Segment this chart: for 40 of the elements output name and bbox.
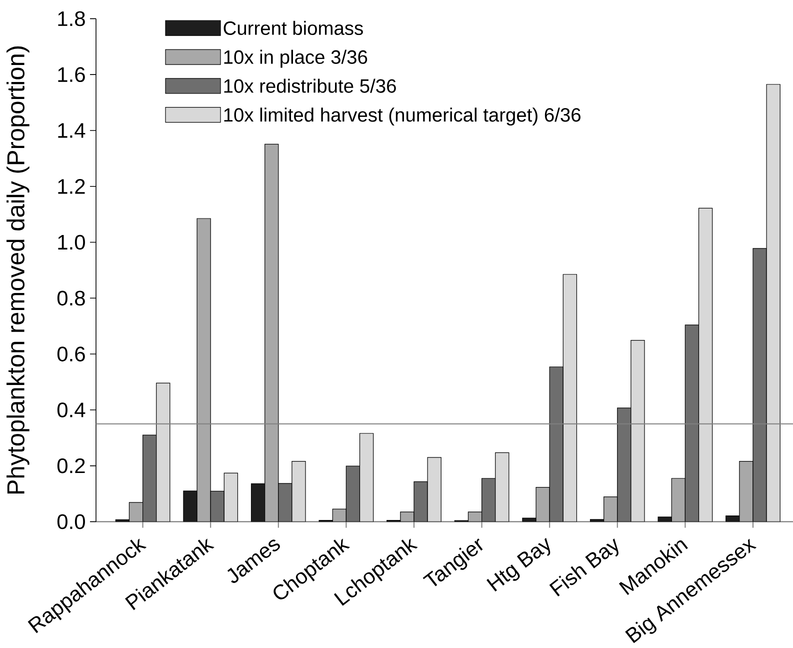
- bar: [766, 84, 780, 522]
- legend-label: 10x in place 3/36: [224, 50, 368, 68]
- bar: [562, 274, 578, 522]
- bar: [359, 433, 374, 522]
- bar: [726, 516, 740, 522]
- bar: [210, 490, 224, 522]
- bar: [292, 461, 306, 522]
- bar: [224, 472, 238, 522]
- bar: [142, 434, 157, 522]
- bar: [481, 478, 496, 522]
- bar: [427, 457, 442, 522]
- bar: [630, 340, 645, 522]
- y-tick-label: 1.6: [58, 67, 85, 82]
- bar: [549, 366, 564, 522]
- y-tick-label: 1.8: [58, 11, 85, 26]
- y-tick-label: 0.4: [57, 402, 86, 418]
- legend-label: Current biomass: [224, 20, 363, 35]
- y-tick-label: 1.0: [58, 234, 85, 250]
- bar: [278, 483, 292, 522]
- x-tick-label: Htg Bay: [486, 538, 550, 592]
- bar: [156, 382, 170, 522]
- bar: [414, 481, 428, 522]
- bar: [495, 452, 510, 522]
- y-axis-title: Phytoplankton removed daily (Proportion): [6, 46, 30, 494]
- y-tick-label: 0.2: [57, 458, 85, 474]
- y-tick-label: 0.8: [57, 290, 85, 306]
- x-tick-label: Fish Bay: [549, 538, 618, 596]
- y-tick-label: 1.4: [58, 123, 86, 138]
- bar: [684, 324, 700, 522]
- y-tick-label: 1.2: [58, 179, 85, 194]
- legend-label: 10x limited harvest (numerical target) 6/36: [224, 108, 580, 126]
- legend-label: 10x redistribute 5/36: [224, 78, 396, 93]
- bar: [250, 483, 266, 522]
- y-tick-label: 0.0: [57, 514, 85, 530]
- bar: [617, 408, 632, 522]
- bar: [183, 490, 198, 522]
- bar: [752, 248, 767, 522]
- y-tick-label: 0.6: [57, 346, 85, 362]
- bar: [346, 466, 360, 522]
- bar: [698, 208, 713, 522]
